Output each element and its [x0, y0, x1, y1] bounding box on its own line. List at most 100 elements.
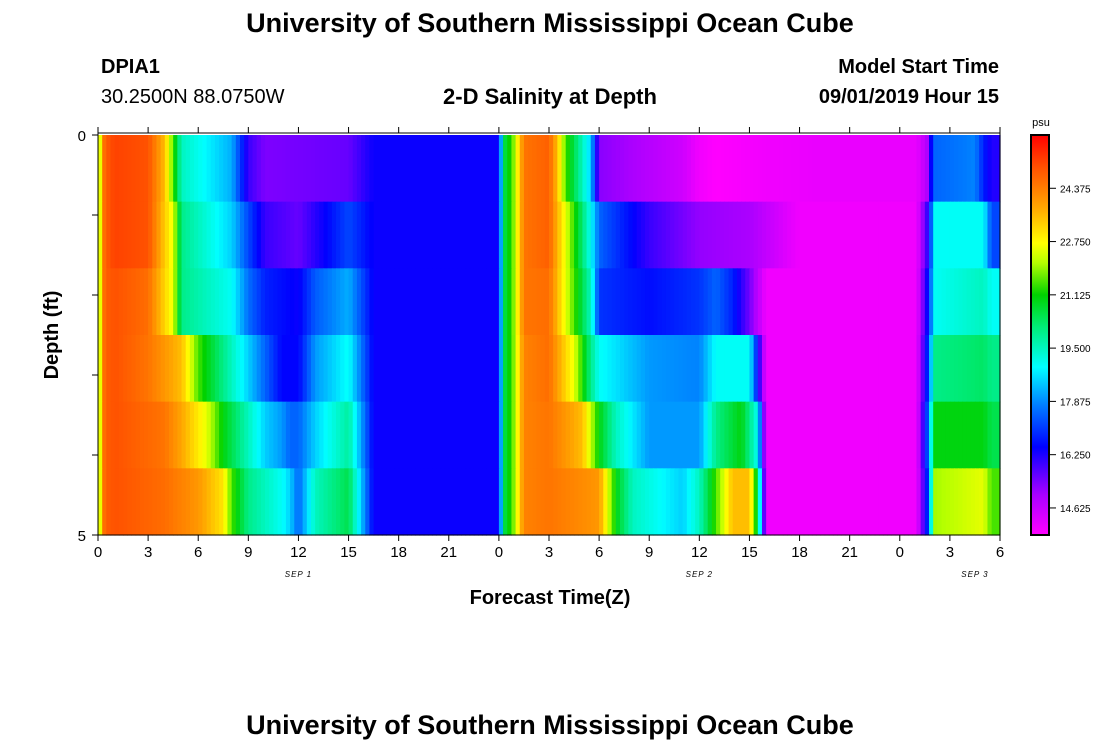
heatmap-cell	[903, 268, 909, 336]
heatmap-cell	[858, 268, 863, 336]
heatmap-cell	[933, 201, 938, 269]
heatmap-cell	[110, 201, 116, 269]
heatmap-cell	[381, 268, 387, 336]
heatmap-cell	[803, 135, 809, 203]
date-label: SEP 3	[961, 570, 988, 579]
heatmap-cell	[891, 401, 897, 469]
heatmap-cell	[536, 401, 542, 469]
heatmap-cell	[139, 401, 145, 469]
heatmap-cell	[461, 468, 467, 536]
heatmap-cell	[761, 201, 767, 269]
heatmap-cell	[206, 468, 212, 536]
heatmap-cell	[828, 401, 834, 469]
heatmap-cell	[306, 335, 312, 403]
heatmap-cell	[766, 401, 771, 469]
heatmap-cell	[929, 135, 934, 203]
heatmap-cell	[494, 268, 500, 336]
heatmap-cell	[841, 468, 847, 536]
heatmap-cell	[686, 335, 692, 403]
heatmap-cell	[716, 468, 721, 536]
heatmap-cell	[761, 401, 767, 469]
heatmap-cell	[841, 268, 847, 336]
heatmap-cell	[887, 335, 893, 403]
heatmap-cell	[448, 201, 454, 269]
heatmap-cell	[991, 135, 997, 203]
heatmap-cell	[448, 468, 454, 536]
heatmap-cell	[945, 268, 951, 336]
heatmap-cell	[866, 335, 872, 403]
heatmap-cell	[661, 401, 667, 469]
heatmap-cell	[407, 401, 412, 469]
heatmap-cell	[557, 268, 563, 336]
heatmap-cell	[887, 201, 893, 269]
heatmap-cell	[628, 468, 634, 536]
heatmap-cell	[386, 335, 391, 403]
heatmap-cell	[281, 135, 287, 203]
heatmap-cell	[260, 468, 266, 536]
heatmap-cell	[569, 401, 575, 469]
heatmap-cell	[519, 201, 525, 269]
x-tick-label: 9	[244, 544, 252, 561]
heatmap-cell	[858, 401, 863, 469]
heatmap-cell	[528, 201, 533, 269]
heatmap-cell	[807, 268, 813, 336]
heatmap-cell	[310, 268, 316, 336]
heatmap-cell	[98, 135, 103, 203]
heatmap-cell	[143, 468, 149, 536]
heatmap-cell	[653, 201, 659, 269]
heatmap-cell	[290, 335, 295, 403]
heatmap-cell	[645, 468, 650, 536]
heatmap-cell	[866, 468, 872, 536]
heatmap-cell	[239, 268, 245, 336]
heatmap-cell	[478, 335, 483, 403]
heatmap-cell	[569, 268, 575, 336]
heatmap-cell	[148, 468, 153, 536]
heatmap-cell	[352, 135, 358, 203]
x-tick-label: 12	[290, 544, 307, 561]
heatmap-cell	[498, 401, 504, 469]
heatmap-cell	[870, 335, 876, 403]
heatmap-cell	[356, 201, 362, 269]
heatmap-cell	[206, 201, 212, 269]
heatmap-cell	[599, 201, 604, 269]
heatmap-cell	[544, 135, 550, 203]
heatmap-cell	[832, 401, 838, 469]
heatmap-cell	[603, 401, 609, 469]
heatmap-cell	[578, 201, 584, 269]
heatmap-cell	[574, 401, 579, 469]
heatmap-cell	[640, 268, 646, 336]
heatmap-cell	[795, 468, 801, 536]
heatmap-cell	[214, 268, 220, 336]
heatmap-cell	[102, 401, 107, 469]
heatmap-cell	[256, 268, 262, 336]
heatmap-cell	[248, 135, 254, 203]
heatmap-cell	[670, 401, 675, 469]
heatmap-cell	[749, 335, 755, 403]
heatmap-cell	[974, 201, 980, 269]
heatmap-cell	[599, 468, 604, 536]
heatmap-cell	[269, 135, 274, 203]
heatmap-cell	[899, 401, 905, 469]
heatmap-cell	[315, 335, 320, 403]
heatmap-cell	[227, 201, 233, 269]
heatmap-cell	[845, 268, 851, 336]
heatmap-cell	[248, 401, 254, 469]
heatmap-cell	[478, 268, 483, 336]
heatmap-cell	[599, 401, 604, 469]
heatmap-cell	[331, 468, 337, 536]
x-tick-label: 0	[495, 544, 503, 561]
heatmap-cell	[269, 468, 274, 536]
heatmap-cell	[561, 135, 567, 203]
heatmap-cell	[127, 268, 133, 336]
heatmap-cell	[386, 135, 391, 203]
heatmap-cell	[549, 268, 554, 336]
heatmap-cell	[695, 401, 700, 469]
heatmap-cell	[678, 201, 684, 269]
heatmap-cell	[837, 335, 842, 403]
heatmap-cell	[678, 135, 684, 203]
heatmap-cell	[390, 335, 396, 403]
heatmap-cell	[219, 135, 224, 203]
heatmap-cell	[878, 268, 884, 336]
heatmap-cell	[160, 268, 166, 336]
heatmap-cell	[945, 201, 951, 269]
